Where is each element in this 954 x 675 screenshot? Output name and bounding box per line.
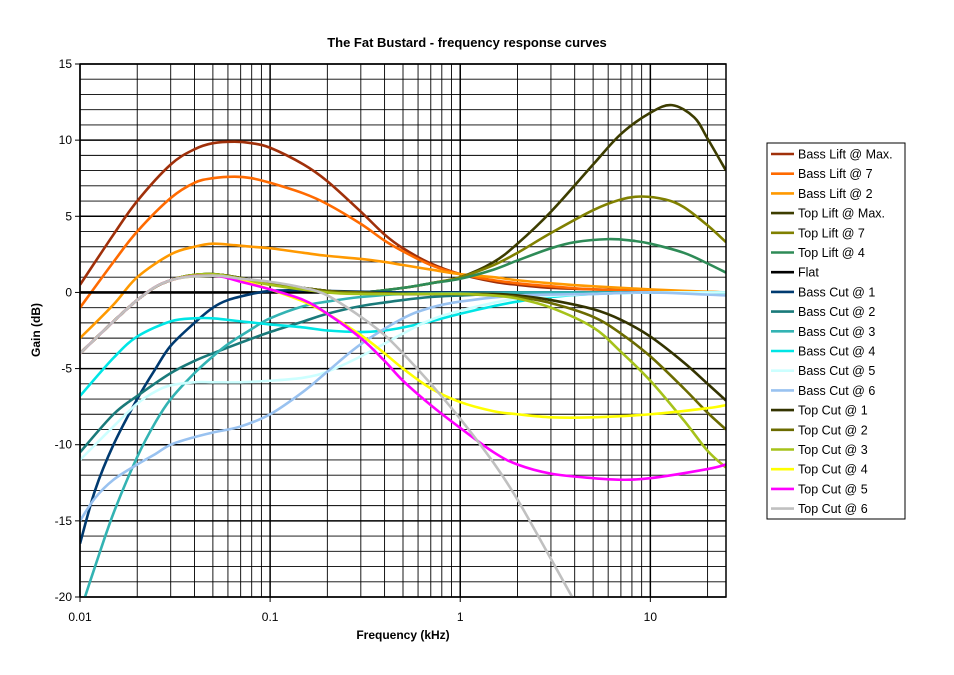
series-line-bass-lift-max bbox=[80, 140, 726, 294]
series-line-bass-lift-2 bbox=[80, 242, 726, 340]
legend-label: Top Cut @ 3 bbox=[798, 443, 868, 457]
x-tick-label: 1 bbox=[457, 610, 464, 624]
chart-grid bbox=[79, 63, 726, 598]
y-tick-label: 5 bbox=[65, 209, 72, 223]
y-tick-label: 0 bbox=[65, 285, 72, 299]
series-line-top-cut-3 bbox=[80, 272, 726, 469]
legend-label: Bass Cut @ 6 bbox=[798, 384, 875, 398]
y-tick-label: -20 bbox=[55, 590, 73, 604]
axis-ticks: 15 10 5 0 -5 -10 -15 -20 0.01 0.1 1 10 bbox=[55, 57, 658, 624]
legend-label: Bass Cut @ 4 bbox=[798, 345, 875, 359]
legend-label: Top Cut @ 1 bbox=[798, 404, 868, 418]
y-tick-label: 15 bbox=[59, 57, 73, 71]
legend-label: Top Lift @ Max. bbox=[798, 207, 885, 221]
series-line-top-cut-6 bbox=[80, 274, 574, 597]
legend-label: Bass Cut @ 5 bbox=[798, 364, 875, 378]
y-tick-label: 10 bbox=[59, 133, 73, 147]
y-tick-label: -15 bbox=[55, 514, 73, 528]
legend-label: Bass Cut @ 3 bbox=[798, 325, 875, 339]
legend: Bass Lift @ Max. Bass Lift @ 7 Bass Lift @… bbox=[771, 148, 893, 516]
series-line-bass-lift-7 bbox=[80, 175, 726, 309]
legend-label: Bass Cut @ 2 bbox=[798, 305, 875, 319]
legend-label: Bass Lift @ 2 bbox=[798, 187, 873, 201]
legend-label: Top Cut @ 4 bbox=[798, 463, 868, 477]
x-tick-label: 0.01 bbox=[68, 610, 92, 624]
x-tick-label: 10 bbox=[644, 610, 658, 624]
y-axis-label: Gain (dB) bbox=[29, 303, 43, 357]
series-lines bbox=[80, 103, 726, 597]
legend-label: Bass Cut @ 1 bbox=[798, 285, 875, 299]
legend-label: Top Lift @ 4 bbox=[798, 246, 865, 260]
y-tick-label: -10 bbox=[55, 438, 73, 452]
chart-title: The Fat Bustard - frequency response cur… bbox=[327, 35, 607, 50]
x-axis-label: Frequency (kHz) bbox=[356, 628, 449, 642]
legend-label: Bass Lift @ Max. bbox=[798, 148, 893, 162]
legend-label: Top Lift @ 7 bbox=[798, 226, 865, 240]
x-tick-label: 0.1 bbox=[262, 610, 279, 624]
plot-frame bbox=[79, 63, 727, 598]
legend-label: Bass Lift @ 7 bbox=[798, 167, 873, 181]
legend-label: Top Cut @ 6 bbox=[798, 502, 868, 516]
y-tick-label: -5 bbox=[61, 362, 72, 376]
legend-label: Top Cut @ 2 bbox=[798, 423, 868, 437]
legend-label: Top Cut @ 5 bbox=[798, 482, 868, 496]
legend-label: Flat bbox=[798, 266, 819, 280]
